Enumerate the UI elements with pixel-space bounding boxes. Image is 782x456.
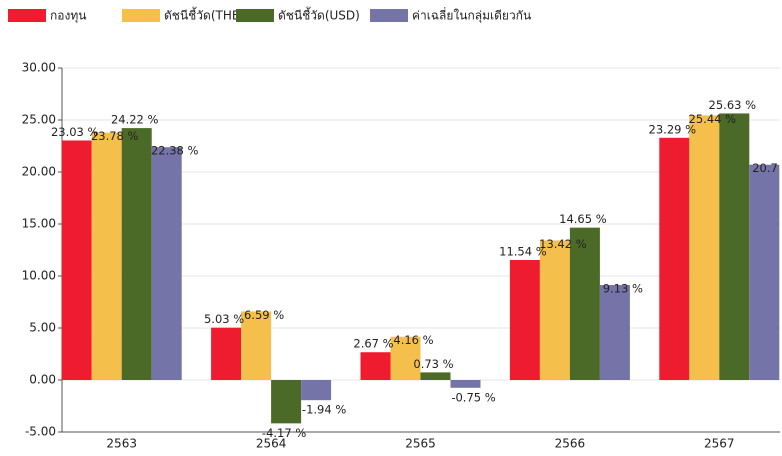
y-tick-label: -5.00 [25, 425, 56, 439]
value-label: 4.16 % [393, 333, 433, 347]
bar [450, 380, 481, 388]
bar [61, 140, 92, 380]
legend-label: ค่าเฉลี่ยในกลุ่มเดียวกัน [412, 7, 531, 24]
value-label: 23.29 % [649, 122, 697, 136]
y-tick-label: 20.00 [22, 165, 56, 179]
bar [569, 227, 600, 380]
x-tick-label: 2565 [405, 437, 436, 451]
bar [241, 311, 272, 380]
bar [719, 113, 750, 380]
bar [91, 132, 122, 380]
value-label: -0.75 % [451, 390, 495, 404]
value-label: 0.73 % [413, 357, 453, 371]
bar [151, 147, 182, 380]
value-label: 2.67 % [353, 337, 393, 351]
legend-swatch [236, 9, 274, 22]
bar [121, 128, 152, 380]
bar [360, 352, 391, 380]
value-label: 6.59 % [244, 308, 284, 322]
x-tick-label: 2564 [256, 437, 287, 451]
y-tick-label: 15.00 [22, 217, 56, 231]
legend-label: ดัชนีชี้วัด(USD) [278, 7, 360, 23]
y-tick-label: 5.00 [29, 321, 56, 335]
y-tick-label: 30.00 [22, 61, 56, 75]
x-tick-label: 2566 [555, 437, 586, 451]
value-label: 20.7 % [752, 161, 782, 175]
bar [390, 336, 421, 380]
value-label: -1.94 % [302, 403, 346, 417]
y-tick-label: 0.00 [29, 373, 56, 387]
value-label: 5.03 % [204, 312, 244, 326]
bar [271, 380, 302, 424]
legend-swatch [8, 9, 46, 22]
y-tick-label: 25.00 [22, 113, 56, 127]
x-tick-label: 2567 [704, 437, 735, 451]
bar [211, 327, 242, 380]
y-tick-label: 10.00 [22, 269, 56, 283]
value-label: -4.17 % [262, 426, 306, 440]
legend-label: กองทุน [50, 9, 86, 24]
value-label: 9.13 % [603, 282, 643, 296]
bar [749, 164, 780, 380]
value-label: 22.38 % [151, 144, 199, 158]
value-label: 23.03 % [51, 125, 99, 139]
value-label: 23.78 % [91, 129, 139, 143]
value-label: 13.42 % [539, 237, 587, 251]
bar [509, 259, 540, 380]
value-label: 25.63 % [709, 98, 757, 112]
bar [420, 372, 451, 380]
legend-label: ดัชนีชี้วัด(THB) [164, 7, 245, 23]
bar [689, 115, 720, 380]
value-label: 25.44 % [689, 112, 737, 126]
bar [599, 285, 630, 380]
bar [659, 137, 690, 380]
x-tick-label: 2563 [106, 437, 137, 451]
value-label: 14.65 % [559, 212, 607, 226]
bar [301, 380, 332, 401]
legend-swatch [370, 9, 408, 22]
legend-swatch [122, 9, 160, 22]
bar [539, 240, 570, 380]
value-label: 24.22 % [111, 113, 159, 127]
value-label: 11.54 % [499, 244, 547, 258]
